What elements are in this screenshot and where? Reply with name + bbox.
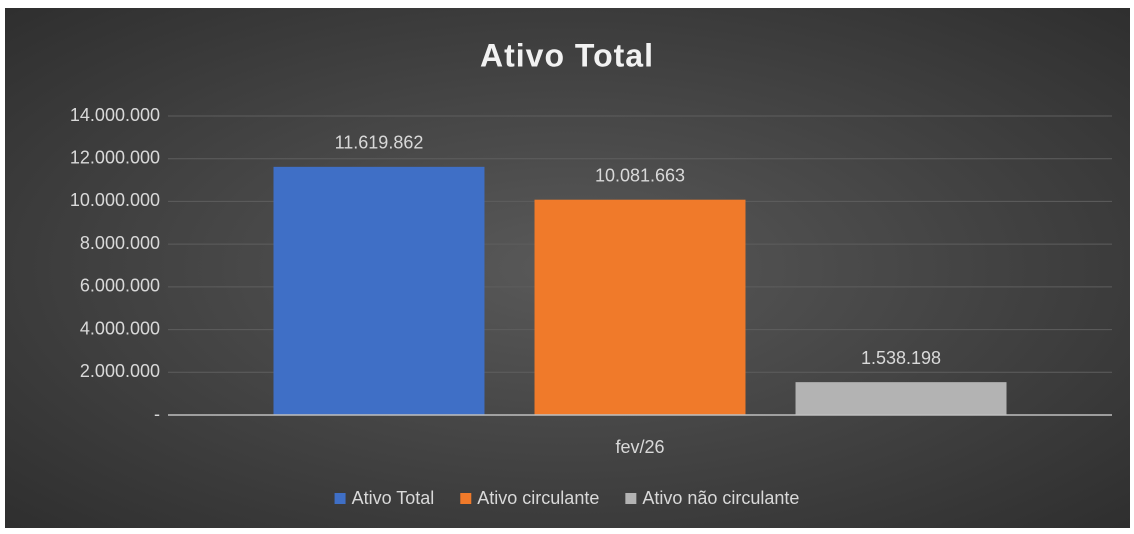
legend-label: Ativo não circulante [642,488,799,508]
y-tick-label: 4.000.000 [80,318,160,338]
x-tick-label: fev/26 [615,437,664,457]
legend-label: Ativo Total [352,488,435,508]
legend-swatch [460,493,472,504]
y-tick-label: - [154,404,160,424]
y-tick-label: 12.000.000 [70,147,160,167]
value-label: 1.538.198 [861,348,941,368]
value-label: 11.619.862 [335,133,424,153]
chart-title: Ativo Total [480,37,654,73]
legend-swatch [625,493,637,504]
bar [534,199,746,415]
legend-label: Ativo circulante [477,488,599,508]
y-tick-label: 2.000.000 [80,361,160,381]
y-tick-label: 10.000.000 [70,190,160,210]
value-label: 10.081.663 [595,165,685,185]
y-tick-label: 6.000.000 [80,276,160,296]
bar [273,166,485,415]
legend-swatch [334,493,346,504]
y-tick-label: 8.000.000 [80,233,160,253]
y-tick-label: 14.000.000 [70,105,160,125]
bar [795,382,1007,415]
